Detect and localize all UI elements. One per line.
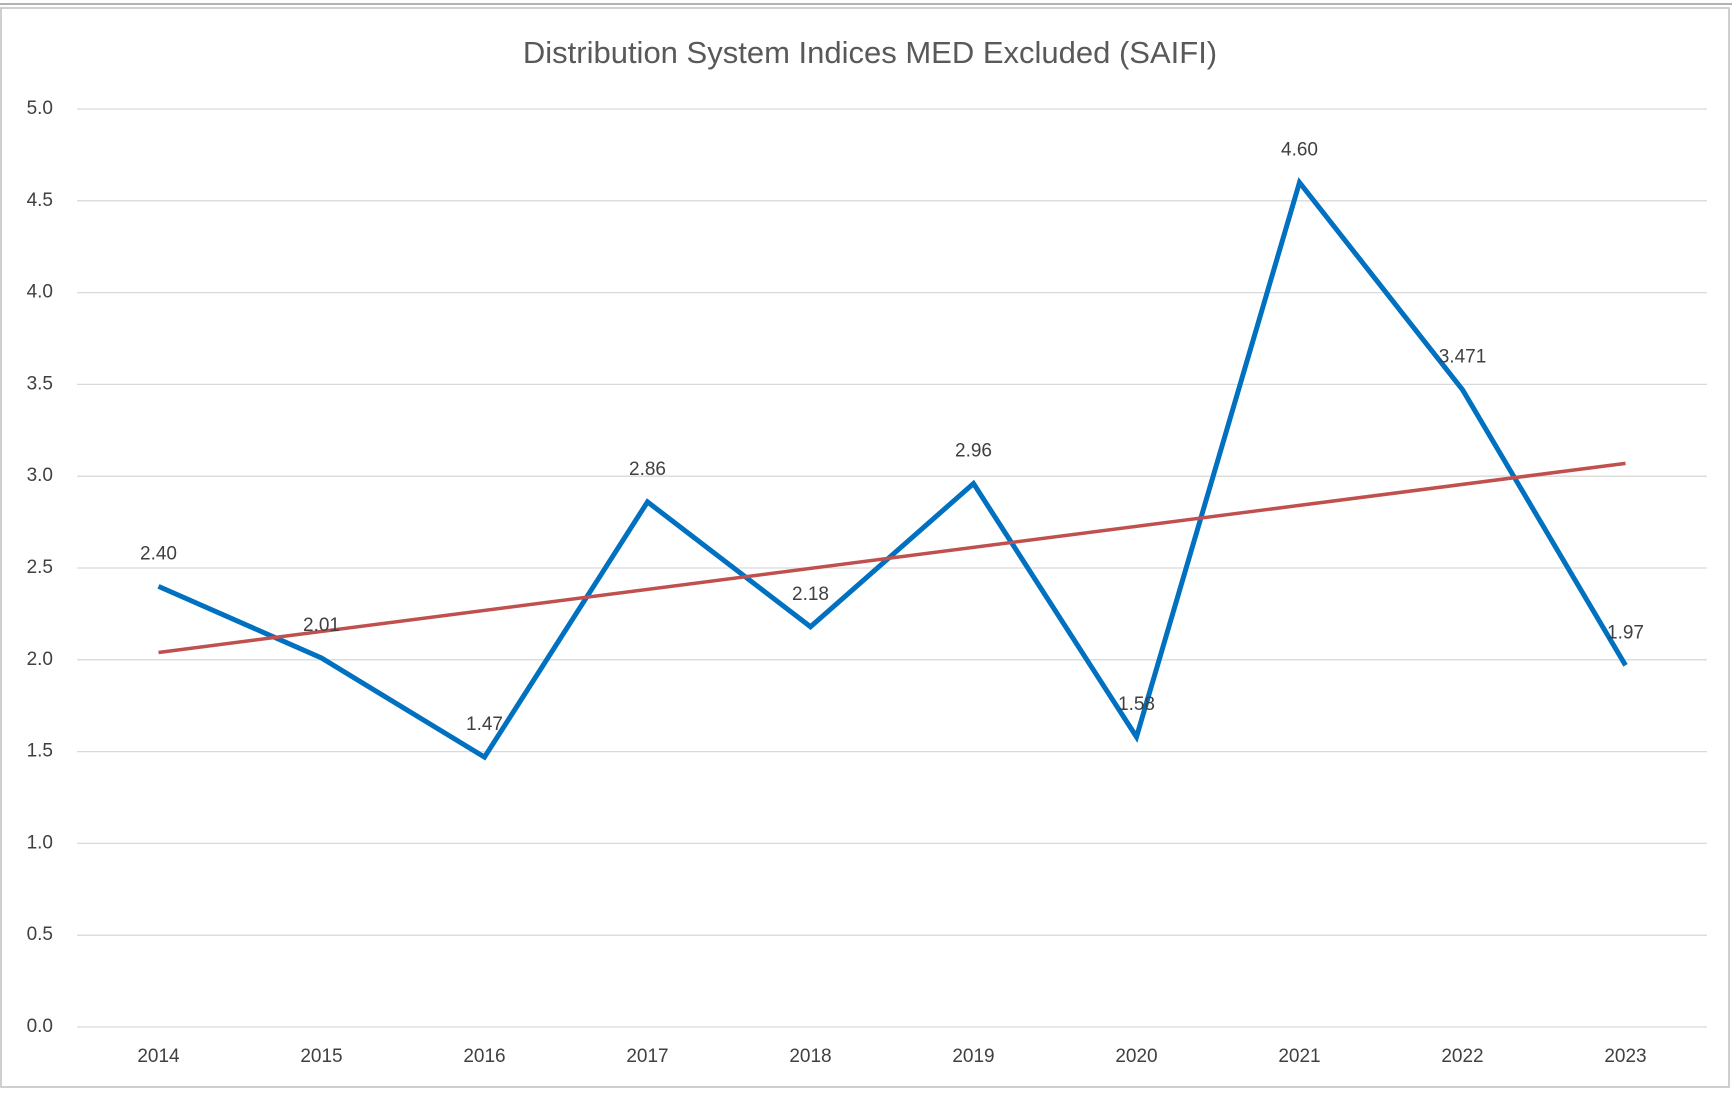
- data-label: 4.60: [1281, 139, 1318, 160]
- y-tick-label: 3.5: [27, 373, 53, 394]
- y-tick-label: 2.0: [27, 649, 53, 670]
- y-tick-label: 5.0: [27, 98, 53, 119]
- data-label: 2.40: [140, 543, 177, 564]
- data-label: 1.58: [1118, 694, 1155, 715]
- x-tick-label: 2023: [1604, 1046, 1646, 1067]
- chart-title: Distribution System Indices MED Excluded…: [523, 35, 1217, 70]
- x-tick-label: 2015: [300, 1046, 342, 1067]
- y-tick-label: 1.0: [27, 832, 53, 853]
- y-tick-label: 4.0: [27, 282, 53, 303]
- x-tick-label: 2017: [626, 1046, 668, 1067]
- data-label: 1.97: [1607, 622, 1644, 643]
- trendline: [158, 461, 1626, 655]
- data-label: 2.96: [955, 441, 992, 462]
- x-tick-label: 2016: [463, 1046, 505, 1067]
- data-label: 1.47: [466, 714, 503, 735]
- data-label: 2.18: [792, 584, 829, 605]
- x-tick-label: 2014: [137, 1046, 180, 1067]
- y-tick-label: 0.5: [27, 924, 53, 945]
- y-tick-label: 4.5: [27, 190, 53, 211]
- x-tick-label: 2018: [789, 1046, 831, 1067]
- x-tick-label: 2020: [1115, 1046, 1157, 1067]
- x-tick-label: 2022: [1441, 1046, 1483, 1067]
- series-line: [157, 177, 1628, 761]
- x-tick-label: 2019: [952, 1046, 994, 1067]
- y-tick-label: 1.5: [27, 741, 53, 762]
- y-tick-label: 0.0: [27, 1016, 53, 1037]
- x-tick-label: 2021: [1278, 1046, 1320, 1067]
- chart-border: [0, 7, 1730, 1088]
- data-label: 2.01: [303, 615, 340, 636]
- y-tick-label: 2.5: [27, 557, 53, 578]
- y-tick-label: 3.0: [27, 465, 53, 486]
- data-label: 2.86: [629, 459, 666, 480]
- data-label: 3.471: [1439, 347, 1487, 368]
